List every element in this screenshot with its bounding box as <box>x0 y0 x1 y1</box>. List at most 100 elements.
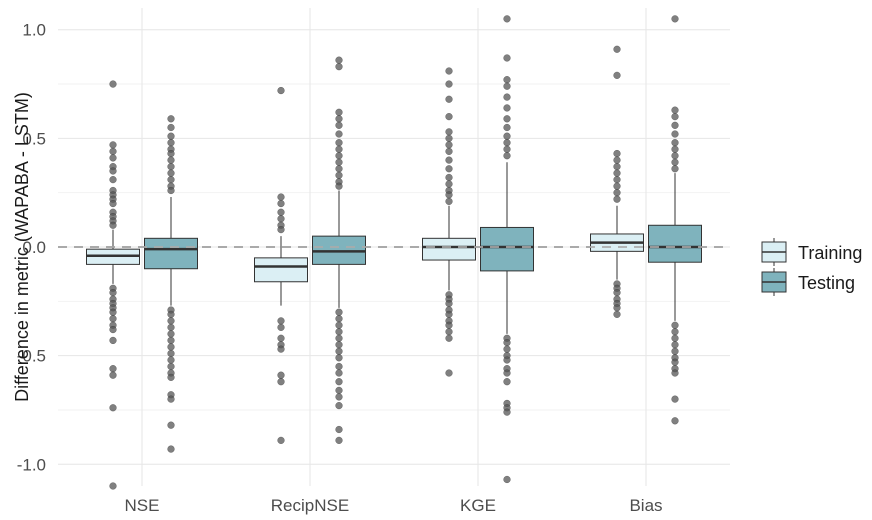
outlier-point <box>335 436 343 445</box>
outlier-point <box>335 369 343 377</box>
outlier-point <box>109 482 117 490</box>
box-testing-nse <box>144 237 198 270</box>
outlier-point <box>167 310 175 319</box>
x-tick-label: RecipNSE <box>271 496 349 515</box>
outlier-point <box>445 95 453 103</box>
box-testing-bias <box>648 224 702 263</box>
outlier-point <box>671 341 679 349</box>
outlier-point <box>503 139 511 147</box>
outlier-point <box>671 321 679 329</box>
outlier-point <box>167 336 175 345</box>
outlier-point <box>445 112 453 121</box>
outlier-point <box>671 334 679 342</box>
outlier-point <box>445 197 453 206</box>
outlier-point <box>335 401 343 410</box>
outlier-point <box>671 145 679 153</box>
outlier-point <box>613 304 621 312</box>
outlier-point <box>109 315 117 323</box>
outlier-point <box>335 362 343 371</box>
outlier-point <box>503 378 511 386</box>
outlier-point <box>613 195 621 203</box>
outlier-point <box>445 128 453 136</box>
outlier-point <box>671 121 679 129</box>
outlier-point <box>671 165 679 173</box>
outlier-point <box>335 334 343 342</box>
y-tick-label: 1.0 <box>22 21 46 40</box>
outlier-point <box>167 343 175 351</box>
outlier-point <box>445 180 453 188</box>
outlier-point <box>167 123 175 132</box>
outlier-point <box>445 165 453 173</box>
outlier-point <box>503 115 511 123</box>
outlier-point <box>503 345 511 353</box>
outlier-point <box>277 208 285 216</box>
outlier-point <box>671 152 679 160</box>
outlier-point <box>503 408 511 416</box>
outlier-point <box>167 349 175 358</box>
outlier-point <box>109 175 117 184</box>
outlier-point <box>445 147 453 156</box>
x-tick-label: Bias <box>629 496 662 515</box>
outlier-point <box>277 86 285 95</box>
outlier-point <box>671 15 679 23</box>
outlier-point <box>613 182 621 190</box>
outlier-point <box>335 328 343 336</box>
outlier-point <box>167 362 175 371</box>
outlier-point <box>109 404 117 412</box>
outlier-point <box>503 93 511 101</box>
outlier-point <box>671 158 679 166</box>
outlier-point <box>109 288 117 297</box>
outlier-point <box>167 395 175 403</box>
outlier-point <box>335 386 343 395</box>
y-axis-title: Difference in metric (WAPABA - LSTM) <box>12 92 32 402</box>
outlier-point <box>503 54 511 62</box>
outlier-point <box>503 123 511 132</box>
y-tick-label: -1.0 <box>17 455 46 474</box>
x-tick-label: KGE <box>460 496 496 515</box>
outlier-point <box>335 108 343 116</box>
outlier-point <box>503 369 511 377</box>
outlier-point <box>445 369 453 377</box>
y-tick-label: 0.0 <box>22 238 46 257</box>
outlier-point <box>671 106 679 114</box>
outlier-point <box>445 80 453 88</box>
legend-label-training: Training <box>798 243 862 263</box>
outlier-point <box>167 330 175 338</box>
outlier-point <box>613 189 621 197</box>
outlier-point <box>277 334 285 342</box>
outlier-point <box>109 199 117 208</box>
outlier-point <box>503 475 511 484</box>
outlier-point <box>335 393 343 401</box>
outlier-point <box>671 139 679 147</box>
outlier-point <box>335 115 343 123</box>
outlier-point <box>109 308 117 316</box>
outlier-point <box>109 336 117 345</box>
outlier-point <box>445 134 453 143</box>
outlier-point <box>335 56 343 64</box>
outlier-point <box>503 145 511 153</box>
y-tick-label: -0.5 <box>17 347 46 366</box>
outlier-point <box>613 162 621 171</box>
outlier-point <box>277 199 285 208</box>
outlier-point <box>277 436 285 445</box>
outlier-point <box>335 321 343 329</box>
outlier-point <box>613 288 621 297</box>
outlier-point <box>109 167 117 175</box>
outlier-point <box>335 182 343 190</box>
outlier-point <box>445 299 453 308</box>
outlier-point <box>167 162 175 171</box>
outlier-point <box>277 193 285 201</box>
outlier-point <box>503 76 511 84</box>
outlier-point <box>167 186 175 195</box>
outlier-point <box>277 323 285 332</box>
outlier-point <box>613 71 621 80</box>
outlier-point <box>277 345 285 353</box>
outlier-point <box>109 154 117 162</box>
outlier-point <box>613 149 621 158</box>
outlier-point <box>671 328 679 336</box>
outlier-point <box>503 152 511 160</box>
outlier-point <box>167 156 175 164</box>
outlier-point <box>335 308 343 316</box>
